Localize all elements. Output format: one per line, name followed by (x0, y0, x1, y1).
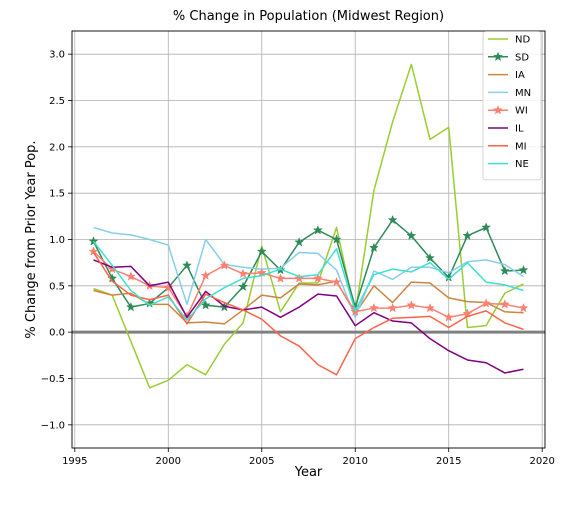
legend-entry-wi: WI (488, 104, 528, 117)
x-tick-label: 2015 (436, 456, 461, 467)
data-point-sd (462, 230, 473, 241)
data-point-sd (256, 246, 267, 256)
data-point-wi (368, 302, 379, 313)
data-point-wi (219, 260, 230, 270)
series-line-mi (92, 252, 524, 376)
data-point-wi (200, 270, 211, 280)
data-point-wi (163, 282, 174, 292)
data-point-sd (238, 281, 249, 291)
data-point-wi (331, 276, 342, 287)
series-mn (93, 226, 524, 319)
series-line-il (93, 259, 524, 374)
series-il (93, 259, 524, 374)
data-point-sd (499, 265, 510, 276)
legend-marker (493, 104, 503, 115)
y-tick-label: 2.0 (49, 142, 65, 153)
data-point-sd (406, 230, 417, 241)
legend-label: IL (515, 124, 524, 135)
series-line-nd (93, 63, 524, 389)
legend-entry-ne: NE (488, 159, 529, 170)
legend-label: IA (515, 70, 525, 81)
y-tick-label: 3.0 (49, 50, 65, 61)
series-ne (92, 240, 524, 321)
data-point-wi (312, 273, 323, 283)
x-tick-label: 2020 (529, 456, 554, 467)
legend-entry-il: IL (488, 124, 524, 135)
data-point-sd (294, 237, 305, 247)
data-point-wi (238, 268, 249, 279)
data-point-wi (518, 302, 529, 313)
data-point-wi (425, 302, 435, 313)
legend-entry-nd: ND (488, 35, 530, 46)
series-lines (88, 63, 529, 389)
data-point-sd (200, 300, 211, 310)
x-tick-label: 2005 (249, 456, 274, 467)
x-tick-label: 2010 (343, 456, 368, 467)
series-mi (92, 252, 524, 376)
legend-entry-sd: SD (488, 51, 529, 63)
chart-title: % Change in Population (Midwest Region) (173, 9, 444, 24)
data-point-wi (275, 273, 286, 283)
data-point-wi (462, 308, 473, 318)
legend-label: MI (515, 141, 527, 152)
data-point-sd (368, 242, 379, 253)
y-axis-label: % Change from Prior Year Pop. (24, 140, 39, 338)
legend-label: NE (515, 159, 529, 170)
y-tick-label: 1.0 (49, 235, 65, 246)
series-line-ne (92, 240, 524, 321)
data-point-sd (387, 214, 398, 225)
data-point-wi (443, 312, 454, 322)
data-point-sd (88, 236, 99, 246)
data-point-wi (406, 300, 417, 310)
series-nd (93, 63, 524, 389)
legend-label: WI (515, 106, 528, 117)
legend-box (482, 31, 542, 181)
data-point-sd (125, 301, 136, 312)
legend-entry-mn: MN (488, 88, 531, 99)
data-point-wi (481, 298, 492, 308)
legend-entry-ia: IA (488, 70, 525, 81)
data-point-sd (182, 260, 192, 270)
legend-label: SD (515, 52, 529, 63)
y-tick-label: 0.0 (49, 328, 65, 339)
legend-label: ND (515, 35, 530, 46)
series-line-mn (93, 226, 524, 319)
data-point-sd (331, 234, 342, 244)
data-point-wi (387, 302, 398, 313)
x-tick-label: 1995 (62, 456, 87, 467)
data-point-sd (312, 225, 323, 235)
x-axis-label: Year (294, 465, 323, 480)
legend-entry-mi: MI (488, 141, 527, 152)
y-axis-ticks: −1.0 −0.5 0.0 0.5 1.0 1.5 2.0 2.5 3.0 (41, 50, 72, 431)
legend-marker (493, 51, 503, 62)
y-tick-label: 1.5 (49, 189, 65, 200)
data-point-sd (425, 252, 435, 263)
legend: ND SD IA MN WI IL MI NE (482, 31, 542, 181)
data-point-sd (481, 222, 492, 232)
y-tick-label: 0.5 (49, 281, 65, 292)
y-tick-label: −0.5 (41, 374, 65, 385)
x-axis-ticks: 1995 2000 2005 2010 2015 2020 (62, 448, 555, 467)
data-point-wi (125, 271, 136, 281)
legend-label: MN (515, 88, 531, 99)
series-line-ia (93, 280, 524, 325)
series-ia (93, 280, 524, 325)
y-tick-label: 2.5 (49, 96, 65, 107)
data-point-sd (518, 264, 529, 275)
data-point-wi (499, 299, 510, 309)
x-tick-label: 2000 (156, 456, 181, 467)
y-tick-label: −1.0 (41, 420, 65, 431)
data-point-wi (256, 267, 267, 278)
